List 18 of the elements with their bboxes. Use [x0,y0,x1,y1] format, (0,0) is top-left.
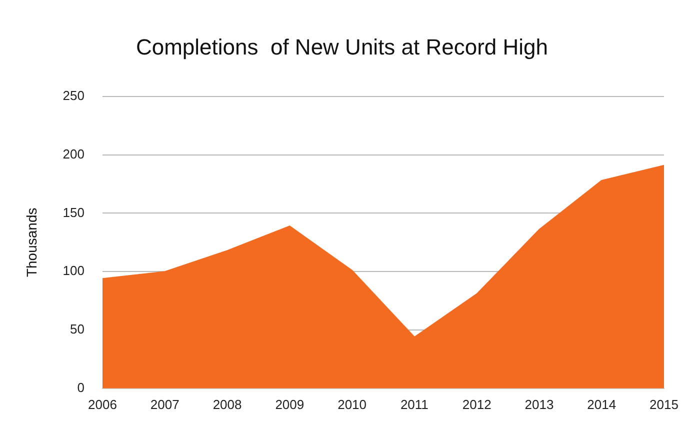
x-tick-label: 2007 [150,396,180,412]
x-tick-label: 2010 [338,396,367,412]
y-tick-label: 100 [62,263,84,278]
x-tick-label: 2011 [400,396,428,412]
chart-title: Completions of New Units at Record High [136,34,548,60]
y-tick-label: 150 [62,204,84,220]
x-tick-label: 2006 [88,396,117,412]
x-tick-label: 2015 [650,396,678,412]
y-tick-label: 200 [62,146,84,162]
y-tick-label: 250 [62,88,84,103]
y-tick-label: 0 [77,380,84,395]
x-tick-label: 2008 [212,396,242,412]
x-tick-label: 2012 [462,396,492,412]
x-tick-label: 2009 [275,396,304,412]
y-axis-title: Thousands [23,208,40,278]
x-tick-label: 2014 [587,396,616,412]
y-tick-label: 50 [70,322,84,337]
x-tick-label: 2013 [524,396,554,412]
